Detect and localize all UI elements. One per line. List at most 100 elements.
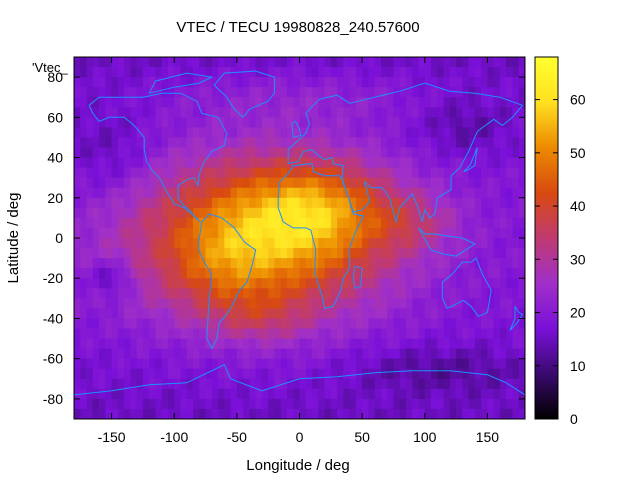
heatmap-cell — [236, 127, 244, 138]
heatmap-cell — [268, 378, 275, 390]
heatmap-cell — [199, 268, 206, 279]
heatmap-cell — [399, 77, 407, 88]
x-tick-label: -50 — [227, 429, 247, 445]
heatmap-cell — [174, 97, 181, 108]
heatmap-cell — [261, 268, 269, 279]
heatmap-cell — [374, 87, 382, 98]
heatmap-cell — [481, 67, 488, 78]
heatmap-cell — [111, 127, 119, 138]
heatmap-cell — [312, 67, 319, 78]
heatmap-cell — [155, 177, 163, 189]
heatmap-cell — [437, 117, 444, 128]
heatmap-cell — [224, 338, 231, 350]
heatmap-cell — [312, 288, 319, 299]
heatmap-cell — [136, 248, 144, 259]
heatmap-cell — [462, 217, 470, 229]
heatmap-cell — [205, 408, 213, 419]
heatmap-cell — [180, 298, 188, 309]
heatmap-cell — [193, 117, 200, 128]
heatmap-cell — [99, 117, 106, 128]
heatmap-cell — [499, 278, 507, 289]
heatmap-cell — [274, 207, 282, 219]
heatmap-cell — [431, 127, 438, 138]
heatmap-cell — [405, 248, 413, 259]
heatmap-cell — [393, 338, 401, 350]
continent-madagascar — [352, 265, 363, 289]
heatmap-cell — [174, 318, 181, 329]
heatmap-cell — [431, 117, 438, 128]
heatmap-cell — [105, 398, 112, 410]
heatmap-cell — [324, 117, 332, 128]
heatmap-cell — [249, 398, 257, 410]
heatmap-cell — [117, 187, 125, 199]
heatmap-cell — [468, 338, 476, 350]
heatmap-cell — [142, 378, 150, 390]
heatmap-cell — [387, 77, 394, 88]
heatmap-cell — [349, 358, 357, 370]
y-tick-label: -80 — [43, 391, 63, 407]
heatmap-cell — [167, 217, 175, 229]
heatmap-cell — [299, 408, 307, 419]
heatmap-cell — [362, 77, 369, 88]
heatmap-cell — [481, 77, 488, 88]
heatmap-cell — [518, 177, 525, 189]
heatmap-cell — [243, 258, 250, 269]
heatmap-cell — [293, 157, 300, 169]
heatmap-cell — [186, 408, 194, 419]
heatmap-cell — [255, 358, 263, 370]
heatmap-cell — [318, 278, 325, 289]
heatmap-cell — [493, 258, 501, 269]
heatmap-cell — [518, 147, 525, 158]
heatmap-cell — [80, 227, 87, 239]
heatmap-cell — [105, 248, 112, 259]
heatmap-cell — [80, 197, 87, 209]
heatmap-cell — [449, 207, 457, 219]
heatmap-cell — [506, 358, 513, 370]
heatmap-cell — [499, 398, 507, 410]
heatmap-cell — [255, 338, 263, 350]
heatmap-cell — [305, 177, 313, 189]
heatmap-cell — [86, 378, 94, 390]
heatmap-cell — [105, 117, 112, 128]
heatmap-cell — [149, 328, 156, 339]
heatmap-cell — [481, 177, 488, 189]
heatmap-cell — [431, 268, 438, 279]
heatmap-cell — [481, 268, 488, 279]
heatmap-cell — [324, 167, 332, 179]
heatmap-cell — [111, 187, 119, 199]
heatmap-cell — [518, 187, 525, 199]
heatmap-cell — [487, 197, 495, 209]
heatmap-cell — [142, 67, 150, 78]
heatmap-cell — [393, 408, 401, 419]
heatmap-cell — [74, 338, 81, 350]
heatmap-cell — [199, 388, 206, 400]
heatmap-cell — [218, 107, 225, 118]
heatmap-cell — [418, 388, 426, 400]
heatmap-cell — [99, 278, 106, 289]
heatmap-cell — [211, 177, 219, 189]
heatmap-cell — [405, 157, 413, 169]
heatmap-cell — [468, 187, 476, 199]
heatmap-cell — [80, 207, 87, 219]
heatmap-cell — [268, 388, 275, 400]
heatmap-cell — [462, 378, 470, 390]
heatmap-cell — [130, 248, 138, 259]
heatmap-cell — [124, 408, 131, 419]
heatmap-cell — [161, 207, 169, 219]
heatmap-cell — [337, 137, 344, 148]
heatmap-cell — [412, 117, 419, 128]
heatmap-cell — [130, 258, 138, 269]
heatmap-cell — [318, 368, 325, 380]
heatmap-cell — [405, 388, 413, 400]
heatmap-cell — [74, 408, 81, 419]
heatmap-cell — [330, 117, 338, 128]
heatmap-cell — [236, 217, 244, 229]
heatmap-cell — [180, 338, 188, 350]
colorbar-tick-label: 60 — [570, 92, 586, 108]
heatmap-cell — [180, 197, 188, 209]
heatmap-cell — [211, 77, 219, 88]
heatmap-cell — [449, 358, 457, 370]
heatmap-cell — [418, 318, 426, 329]
heatmap-cell — [405, 398, 413, 410]
heatmap-cell — [136, 107, 144, 118]
